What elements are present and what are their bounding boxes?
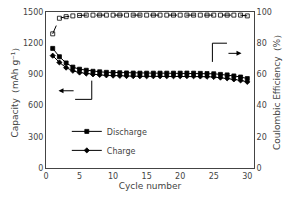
- svg-text:Discharge: Discharge: [107, 128, 147, 137]
- svg-text:1500: 1500: [23, 8, 43, 17]
- svg-text:10: 10: [108, 172, 118, 181]
- svg-text:0: 0: [257, 164, 262, 173]
- svg-text:900: 900: [28, 70, 43, 79]
- svg-text:1200: 1200: [23, 39, 43, 48]
- svg-text:100: 100: [257, 8, 272, 17]
- svg-text:25: 25: [209, 172, 219, 181]
- svg-text:20: 20: [257, 133, 267, 142]
- svg-text:80: 80: [257, 39, 267, 48]
- svg-text:Capacity（mAh g⁻¹）: Capacity（mAh g⁻¹）: [10, 43, 20, 138]
- svg-text:Cycle number: Cycle number: [119, 181, 182, 191]
- svg-text:0: 0: [43, 172, 48, 181]
- svg-text:15: 15: [142, 172, 152, 181]
- svg-text:40: 40: [257, 101, 267, 110]
- svg-text:60: 60: [257, 70, 267, 79]
- svg-text:20: 20: [175, 172, 185, 181]
- svg-text:300: 300: [28, 133, 43, 142]
- svg-text:30: 30: [242, 172, 252, 181]
- svg-text:Coulombic Efficiency（%）: Coulombic Efficiency（%）: [272, 30, 282, 150]
- svg-text:0: 0: [38, 164, 43, 173]
- svg-text:600: 600: [28, 101, 43, 110]
- svg-text:Charge: Charge: [107, 147, 136, 156]
- svg-text:5: 5: [77, 172, 82, 181]
